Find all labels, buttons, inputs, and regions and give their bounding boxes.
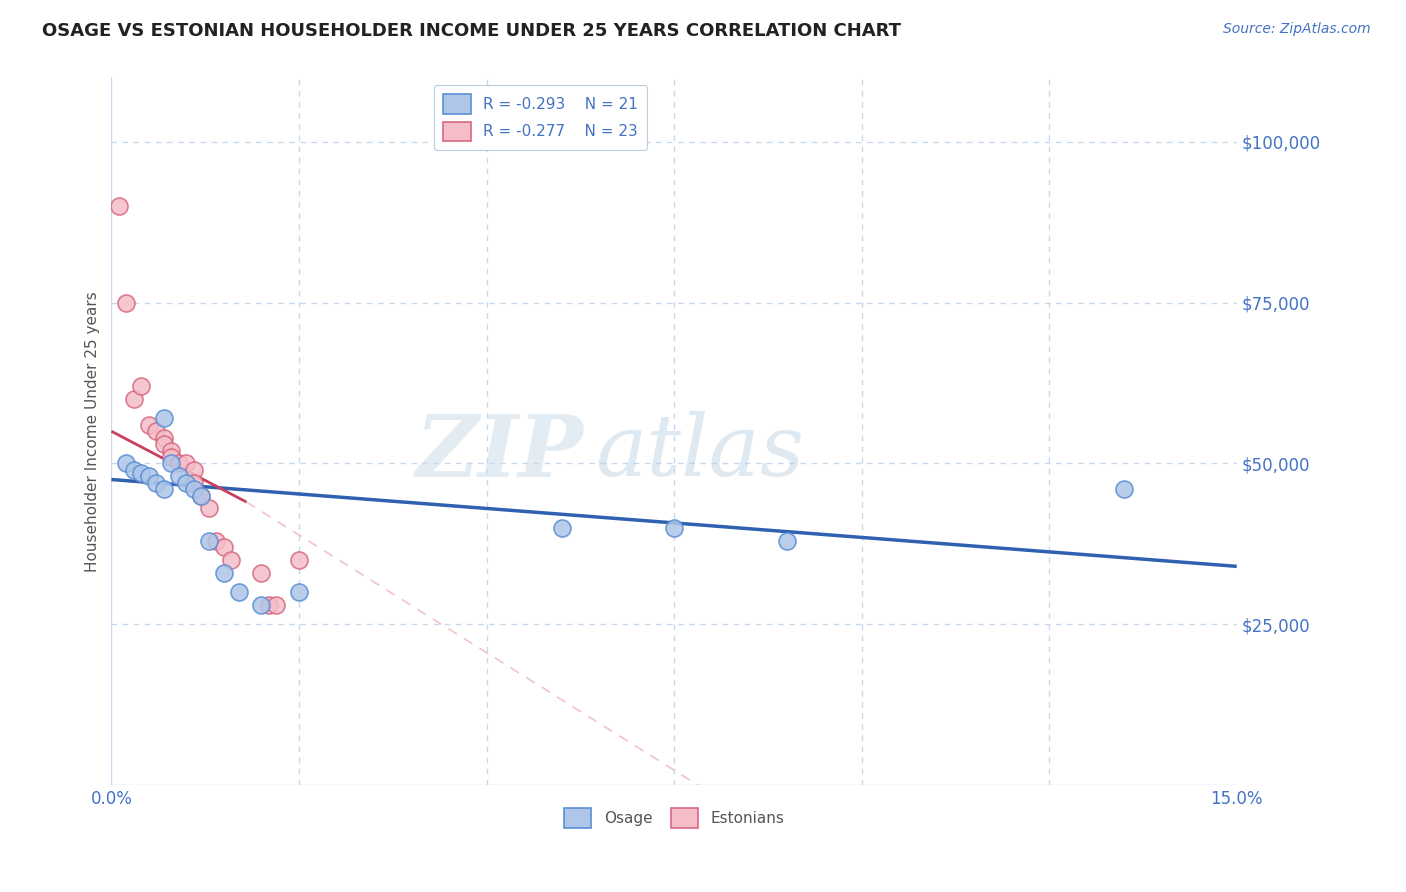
Point	[183, 463, 205, 477]
Point	[160, 443, 183, 458]
Point	[153, 437, 176, 451]
Point	[250, 566, 273, 580]
Point	[160, 450, 183, 464]
Point	[198, 501, 221, 516]
Point	[662, 521, 685, 535]
Point	[131, 466, 153, 480]
Point	[153, 411, 176, 425]
Point	[167, 469, 190, 483]
Point	[167, 457, 190, 471]
Point	[228, 585, 250, 599]
Point	[1114, 482, 1136, 496]
Point	[122, 463, 145, 477]
Point	[775, 533, 797, 548]
Point	[131, 379, 153, 393]
Point	[115, 295, 138, 310]
Point	[250, 598, 273, 612]
Y-axis label: Householder Income Under 25 years: Householder Income Under 25 years	[86, 291, 100, 572]
Point	[183, 482, 205, 496]
Point	[145, 475, 167, 490]
Point	[221, 553, 243, 567]
Point	[212, 540, 235, 554]
Point	[108, 199, 131, 213]
Point	[176, 475, 198, 490]
Point	[198, 533, 221, 548]
Point	[288, 585, 311, 599]
Text: OSAGE VS ESTONIAN HOUSEHOLDER INCOME UNDER 25 YEARS CORRELATION CHART: OSAGE VS ESTONIAN HOUSEHOLDER INCOME UND…	[42, 22, 901, 40]
Point	[153, 431, 176, 445]
Point	[190, 489, 212, 503]
Point	[160, 457, 183, 471]
Point	[257, 598, 280, 612]
Point	[153, 482, 176, 496]
Point	[145, 424, 167, 438]
Point	[288, 553, 311, 567]
Point	[138, 417, 160, 432]
Legend: Osage, Estonians: Osage, Estonians	[558, 802, 790, 834]
Point	[115, 457, 138, 471]
Point	[205, 533, 228, 548]
Point	[122, 392, 145, 406]
Text: atlas: atlas	[595, 411, 804, 494]
Point	[176, 457, 198, 471]
Text: ZIP: ZIP	[416, 410, 583, 494]
Point	[183, 475, 205, 490]
Point	[212, 566, 235, 580]
Point	[550, 521, 572, 535]
Point	[138, 469, 160, 483]
Text: Source: ZipAtlas.com: Source: ZipAtlas.com	[1223, 22, 1371, 37]
Point	[266, 598, 288, 612]
Point	[190, 489, 212, 503]
